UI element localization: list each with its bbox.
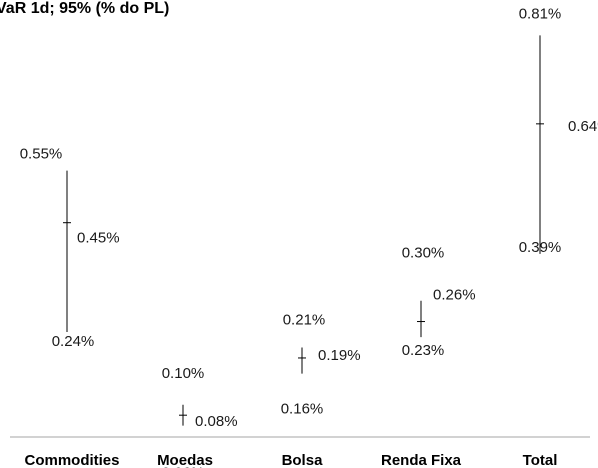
min-label-4: 0.39% [519, 239, 562, 256]
current-label-1: 0.08% [195, 413, 238, 430]
max-label-1: 0.10% [162, 365, 205, 382]
max-label-2: 0.21% [283, 312, 326, 329]
min-label-1: 0.06% [162, 465, 205, 468]
min-label-0: 0.24% [52, 333, 95, 350]
current-label-4: 0.64% [568, 118, 598, 135]
max-label-4: 0.81% [519, 5, 562, 22]
category-label-0: Commodities [24, 452, 119, 468]
category-label-4: Total [523, 452, 558, 468]
max-label-0: 0.55% [20, 146, 63, 163]
current-label-0: 0.45% [77, 230, 120, 247]
category-label-1: Moedas [157, 452, 213, 468]
current-label-2: 0.19% [318, 347, 361, 364]
category-label-3: Renda Fixa [381, 452, 462, 468]
min-label-3: 0.23% [402, 342, 445, 359]
current-label-3: 0.26% [433, 287, 476, 304]
min-label-2: 0.16% [281, 401, 324, 418]
chart-marks: 0.55% 0.24% 0.45% Commodities 0.10% 0.06% 0.08… [20, 5, 598, 468]
max-label-3: 0.30% [402, 245, 445, 262]
category-label-2: Bolsa [282, 452, 324, 468]
chart-title: VaR 1d; 95% (% do PL) [0, 0, 169, 17]
